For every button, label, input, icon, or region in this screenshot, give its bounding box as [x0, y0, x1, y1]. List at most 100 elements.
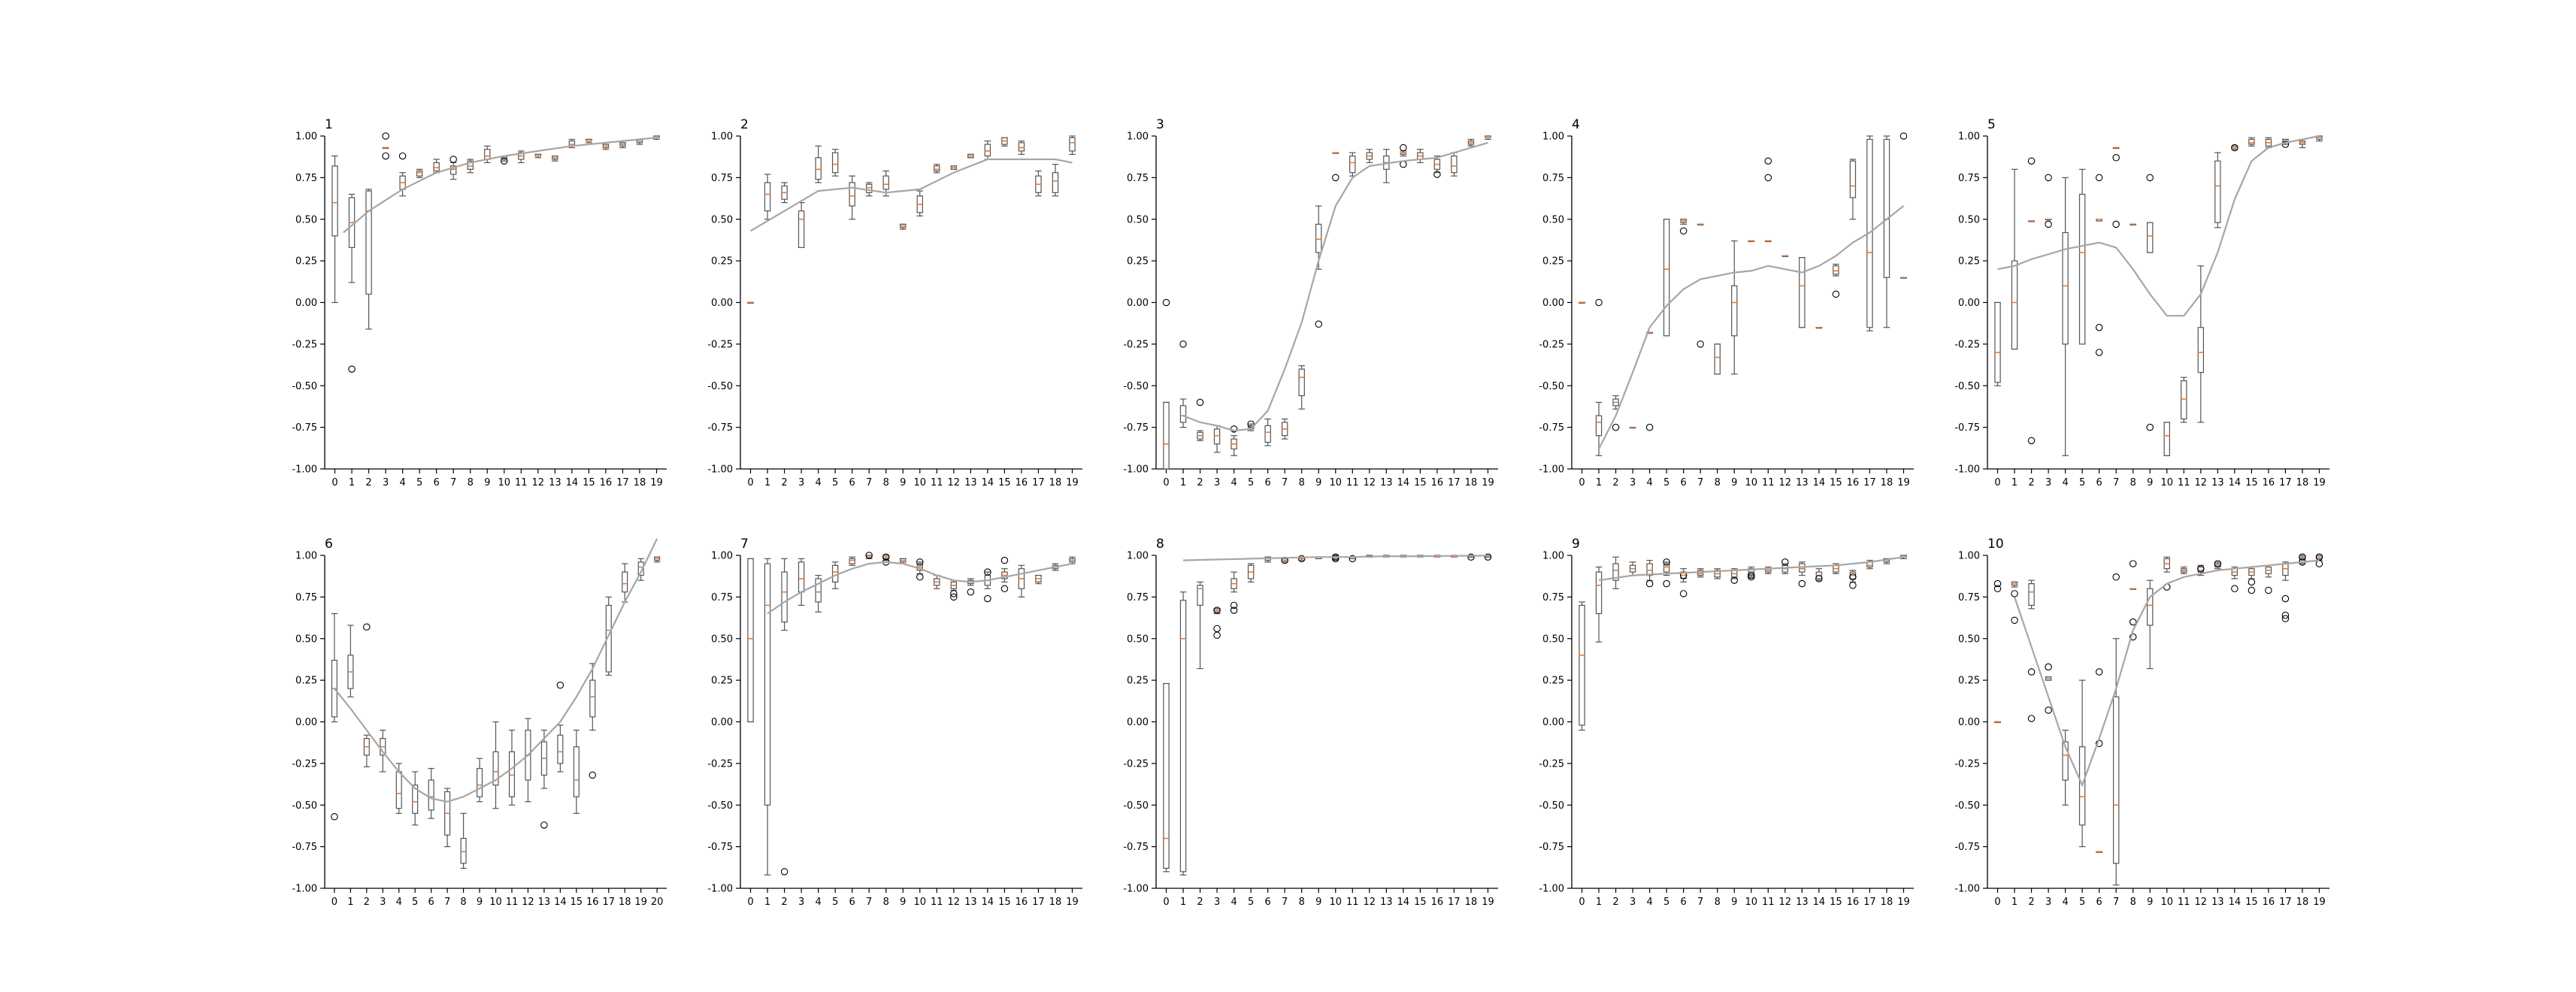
- x-tick-label: 3: [1214, 897, 1220, 908]
- chart-panel-10: 10 -1.00 -0.75 -0.50 -0.25 0.00 0.25 0.50 0.75 1.…: [1954, 537, 2329, 908]
- box-8: [460, 812, 467, 870]
- flier-point: [2027, 157, 2036, 165]
- x-tick-label: 1: [1596, 477, 1602, 488]
- y-tick-label: 1.00: [1958, 551, 1980, 562]
- box-iqr: [605, 604, 612, 673]
- y-tick-label: 0.75: [1127, 592, 1149, 603]
- x-tick-label: 9: [1315, 897, 1321, 908]
- trend-line: [334, 538, 658, 803]
- y-tick-label: -0.75: [707, 842, 733, 853]
- flier-point: [2045, 174, 2052, 182]
- y-tick-label: 1.00: [1542, 551, 1564, 562]
- box-iqr: [1833, 265, 1839, 275]
- x-tick-label: 16: [1431, 477, 1444, 488]
- x-tick-label: 15: [1830, 897, 1842, 908]
- flier-point: [2112, 573, 2120, 581]
- x-tick-label: 5: [416, 477, 422, 488]
- box-6: [428, 767, 434, 819]
- x-tick-label: 19: [1482, 477, 1494, 488]
- box-0: [1579, 601, 1585, 731]
- x-tick-label: 9: [484, 477, 490, 488]
- flier-point: [2095, 349, 2103, 356]
- x-tick-label: 0: [1163, 897, 1169, 908]
- box-iqr: [831, 152, 839, 174]
- box-1: [2011, 581, 2018, 625]
- box-16: [1018, 564, 1025, 597]
- y-tick-label: -0.50: [1539, 381, 1564, 392]
- x-tick-label: 16: [586, 897, 599, 908]
- box-iqr: [798, 561, 805, 593]
- y-tick-label: 0.00: [1542, 298, 1564, 309]
- box-iqr: [589, 679, 596, 718]
- y-tick-label: -0.75: [1954, 842, 1980, 853]
- box-10: [1748, 566, 1755, 581]
- y-tick-label: -1.00: [1539, 464, 1564, 476]
- panel-title: 6: [325, 537, 333, 552]
- box-iqr: [508, 751, 515, 797]
- x-tick-label: 1: [1180, 897, 1186, 908]
- y-tick-label: 0.25: [1542, 676, 1564, 687]
- x-tick-label: 4: [815, 897, 821, 908]
- box-8: [467, 159, 474, 174]
- flier-point: [382, 132, 389, 140]
- x-tick-label: 4: [1646, 477, 1652, 488]
- box-20: [654, 556, 661, 563]
- x-tick-label: 19: [1897, 477, 1910, 488]
- flier-point: [780, 868, 789, 876]
- y-tick-label: 0.50: [711, 214, 733, 225]
- box-15: [1001, 137, 1008, 147]
- y-tick-label: -1.00: [292, 884, 317, 895]
- x-tick-label: 8: [883, 477, 889, 488]
- x-tick-label: 15: [1414, 897, 1427, 908]
- y-tick-label: 1.00: [1127, 551, 1149, 562]
- x-tick-label: 10: [1329, 897, 1342, 908]
- y-tick-label: -0.75: [292, 842, 317, 853]
- box-iqr: [2181, 380, 2187, 420]
- x-tick-label: 8: [1715, 477, 1721, 488]
- x-tick-label: 5: [1248, 897, 1254, 908]
- x-tick-label: 2: [365, 477, 371, 488]
- flier-point: [1230, 606, 1238, 614]
- box-iqr: [1663, 563, 1670, 573]
- box-2: [1197, 581, 1203, 670]
- x-tick-label: 14: [566, 477, 579, 488]
- box-iqr: [637, 561, 644, 576]
- x-tick-label: 0: [1163, 477, 1169, 488]
- x-tick-label: 1: [2011, 897, 2018, 908]
- x-tick-label: 10: [913, 477, 926, 488]
- panel-title: 4: [1572, 117, 1580, 132]
- y-tick-label: 0.50: [711, 634, 733, 645]
- x-tick-label: 7: [2113, 897, 2119, 908]
- trend-line: [1997, 135, 2320, 317]
- y-tick-label: -0.50: [707, 381, 733, 392]
- x-tick-label: 0: [1994, 897, 2000, 908]
- box-12: [2197, 564, 2205, 576]
- box-iqr: [622, 571, 628, 593]
- box-4: [815, 574, 822, 612]
- box-iqr: [2062, 741, 2069, 781]
- x-tick-label: 12: [522, 897, 534, 908]
- x-tick-label: 17: [1032, 477, 1045, 488]
- x-tick-label: 11: [2178, 477, 2190, 488]
- x-tick-label: 4: [1646, 897, 1652, 908]
- chart-panel-8: 8 -1.00 -0.75 -0.50 -0.25 0.00 0.25 0.50 0.75 1.0…: [1123, 537, 1498, 908]
- x-tick-label: 8: [2130, 897, 2136, 908]
- y-tick-label: 0.00: [1958, 298, 1980, 309]
- box-1: [1595, 566, 1603, 643]
- flier-point: [2281, 594, 2290, 603]
- box-10: [1748, 240, 1755, 243]
- x-tick-label: 18: [634, 477, 646, 488]
- panel-title: 5: [1987, 117, 1996, 132]
- y-tick-label: -0.25: [1123, 339, 1149, 350]
- box-iqr: [1264, 425, 1271, 443]
- chart-panel-6: 6 -1.00 -0.75 -0.50 -0.25 0.00 0.25 0.50 0.75 1.0…: [292, 537, 667, 908]
- y-tick-label: 0.75: [1958, 173, 1980, 184]
- x-tick-label: 1: [1180, 477, 1186, 488]
- flier-point: [1993, 585, 2002, 593]
- flier-point: [2265, 586, 2272, 594]
- box-iqr: [747, 558, 754, 723]
- x-tick-label: 17: [1448, 477, 1461, 488]
- box-19: [1485, 135, 1491, 141]
- y-tick-label: -0.50: [1954, 381, 1980, 392]
- x-tick-label: 4: [1230, 477, 1237, 488]
